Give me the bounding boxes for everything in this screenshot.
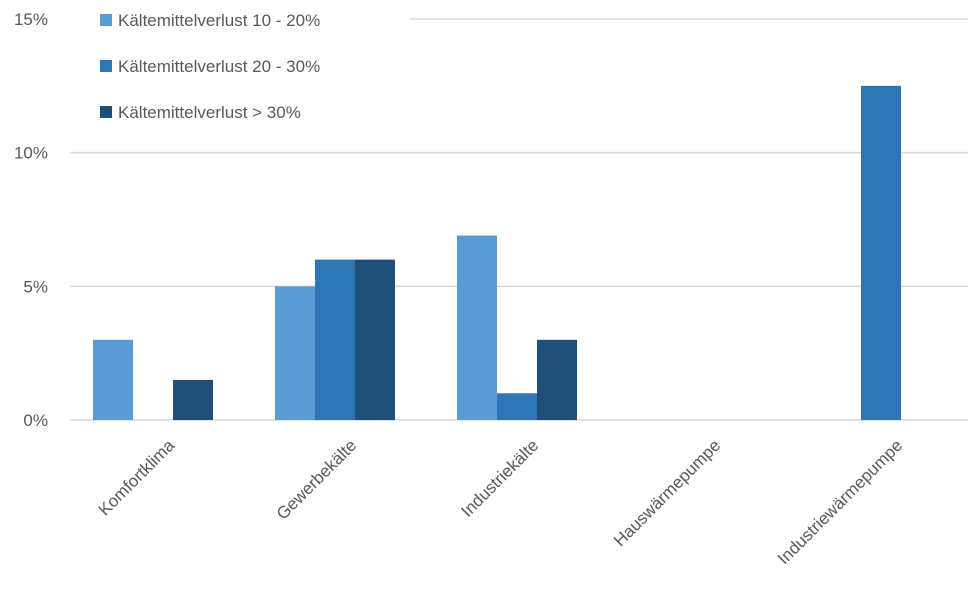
y-tick-label: 10% bbox=[14, 144, 48, 163]
legend: Kältemittelverlust 10 - 20% Kältemittelve… bbox=[100, 11, 320, 122]
bar bbox=[537, 339, 577, 420]
bar bbox=[93, 339, 133, 420]
bar bbox=[355, 259, 395, 420]
legend-label: Kältemittelverlust 10 - 20% bbox=[118, 11, 320, 30]
x-category-label: Industriekälte bbox=[457, 436, 542, 521]
y-tick-label: 0% bbox=[23, 411, 48, 430]
y-axis-ticks: 0% 5% 10% 15% bbox=[14, 10, 48, 430]
bar bbox=[315, 259, 355, 420]
bar bbox=[457, 235, 497, 420]
y-tick-label: 5% bbox=[23, 277, 48, 296]
x-category-label: Hauswärmepumpe bbox=[610, 436, 724, 550]
x-category-label: Industriewärmepumpe bbox=[774, 436, 906, 568]
legend-swatch bbox=[100, 60, 112, 72]
legend-swatch bbox=[100, 106, 112, 118]
x-category-label: Gewerbekälte bbox=[273, 436, 361, 524]
y-tick-label: 15% bbox=[14, 10, 48, 29]
x-axis-categories: Komfortklima Gewerbekälte Industriekälte Ha… bbox=[95, 435, 907, 568]
legend-label: Kältemittelverlust > 30% bbox=[118, 103, 301, 122]
bars bbox=[93, 85, 901, 420]
gridlines bbox=[70, 18, 968, 421]
legend-swatch bbox=[100, 14, 112, 26]
bar bbox=[497, 393, 537, 420]
bar bbox=[861, 85, 901, 420]
legend-label: Kältemittelverlust 20 - 30% bbox=[118, 57, 320, 76]
bar bbox=[275, 286, 315, 420]
x-category-label: Komfortklima bbox=[95, 435, 179, 519]
bar bbox=[173, 379, 213, 420]
